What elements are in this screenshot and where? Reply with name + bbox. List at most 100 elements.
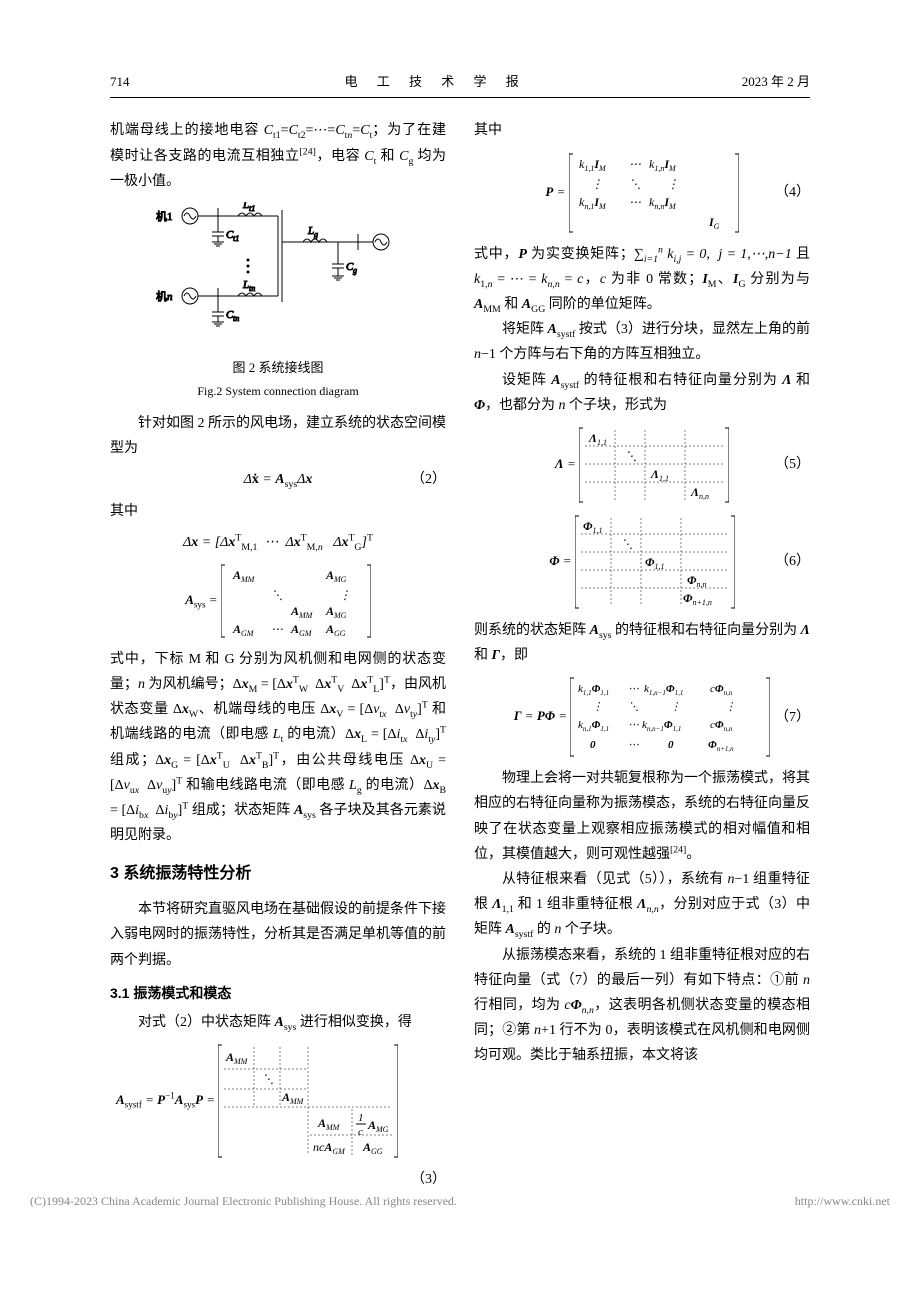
svg-text:tn: tn [233, 314, 239, 323]
section-3-title: 3 系统振荡特性分析 [110, 860, 446, 889]
equation-7: Γ = PΦ = k1,1Φ1,1 ⋯ k1,n−1Φ1,1 cΦn,n ⋮⋱⋮… [474, 674, 810, 760]
svg-text:⋮: ⋮ [667, 177, 679, 191]
svg-text:⋱: ⋱ [629, 177, 641, 191]
matrix-phi: Φ1,1 ⋱ Φ1,1 Φn,n Φn+1,n [575, 512, 735, 612]
page-number: 714 [110, 70, 130, 93]
eq3-number: （3） [110, 1167, 446, 1192]
subsection-3-1: 3.1 振荡模式和模态 [110, 981, 446, 1006]
svg-text:⋯: ⋯ [629, 195, 641, 209]
para-r2: 式中，P 为实变换矩阵；∑i=1n ki,j = 0, j = 1,⋯,n−1 … [474, 242, 810, 318]
matrix-p: k1,1IM ⋯ k1,nIM ⋮ ⋱ ⋮ kn,1IM ⋯ kn,nIM IG [569, 150, 739, 236]
para-r6: 物理上会将一对共轭复根称为一个振荡模式，将其相应的右特征向量称为振荡模态，系统的… [474, 766, 810, 867]
page-footer: (C)1994-2023 China Academic Journal Elec… [0, 1191, 920, 1213]
svg-text:AMG: AMG [325, 604, 347, 620]
para-5: 本节将研究直驱风电场在基础假设的前提条件下接入弱电网时的振荡特性，分析其是否满足… [110, 897, 446, 973]
svg-text:⋱: ⋱ [271, 588, 283, 602]
matrix-lambda: Λ1,1 ⋱ Λ1,1 Λn,n [579, 424, 729, 506]
svg-text:⋮: ⋮ [591, 177, 603, 191]
left-column: 机端母线上的接地电容 Ct1=Ct2=⋯=Ctn=Ct；为了在建模时让各支路的电… [110, 118, 446, 1192]
svg-text:0: 0 [590, 739, 596, 751]
header-date: 2023 年 2 月 [742, 70, 810, 93]
svg-text:⋱: ⋱ [628, 701, 639, 713]
svg-text:k1,nIM: k1,nIM [649, 157, 677, 173]
para-6: 对式（2）中状态矩阵 Asys 进行相似变换，得 [110, 1010, 446, 1035]
svg-text:Φn+1,n: Φn+1,n [708, 739, 734, 753]
svg-text:⋮: ⋮ [339, 588, 351, 602]
svg-text:⋯: ⋯ [628, 739, 639, 751]
matrix-gamma: k1,1Φ1,1 ⋯ k1,n−1Φ1,1 cΦn,n ⋮ ⋱ ⋮ ⋮ kn,1Φ1,… [570, 674, 770, 760]
svg-text:机n: 机n [156, 289, 173, 303]
journal-title: 电 工 技 术 学 报 [344, 70, 526, 93]
footer-url: http://www.cnki.net [795, 1191, 890, 1213]
equation-2: Δẋ = AsysΔx （2） [110, 467, 446, 492]
svg-text:AMM: AMM [232, 568, 256, 584]
svg-text:AMM: AMM [225, 1050, 249, 1066]
svg-text:IG: IG [708, 215, 720, 231]
svg-text:⋱: ⋱ [262, 1072, 274, 1086]
page: 714 电 工 技 术 学 报 2023 年 2 月 机端母线上的接地电容 Ct… [0, 0, 920, 1232]
equation-5: Λ = Λ1,1 ⋱ Λ1,1 Λn,n [474, 424, 810, 506]
two-column-layout: 机端母线上的接地电容 Ct1=Ct2=⋯=Ctn=Ct；为了在建模时让各支路的电… [110, 118, 810, 1192]
svg-text:cΦn,n: cΦn,n [710, 683, 733, 697]
svg-text:机1: 机1 [156, 209, 173, 223]
matrix-asys: AMM AMG ⋱ ⋮ AMM AMG AGM ⋯ AGM AGG [221, 561, 371, 641]
para-3: 其中 [110, 499, 446, 524]
svg-text:t1: t1 [233, 234, 239, 243]
svg-text:AGG: AGG [362, 1140, 383, 1156]
svg-text:⋯: ⋯ [629, 157, 641, 171]
para-r3: 将矩阵 Asystf 按式（3）进行分块，显然左上角的前 n−1 个方阵与右下角… [474, 317, 810, 367]
fig2-caption-cn: 图 2 系统接线图 [110, 356, 446, 379]
svg-text:AGM: AGM [290, 622, 313, 638]
svg-text:⋯: ⋯ [628, 683, 639, 695]
svg-text:kn,1IM: kn,1IM [579, 195, 607, 211]
svg-text:Φ1,1: Φ1,1 [583, 519, 602, 535]
svg-text:g: g [314, 230, 318, 239]
svg-text:Λ1,1: Λ1,1 [588, 431, 607, 447]
svg-text:tn: tn [249, 284, 255, 293]
svg-text:⋮: ⋮ [592, 701, 603, 713]
svg-text:AMM: AMM [290, 604, 314, 620]
circuit-diagram: 机1 Lt1 Ct1 [148, 202, 408, 352]
svg-text:cΦn,n: cΦn,n [710, 719, 733, 733]
para-r8: 从振荡模态来看，系统的 1 组非重特征根对应的右特征向量（式（7）的最后一列）有… [474, 943, 810, 1069]
svg-text:t1: t1 [249, 204, 255, 213]
page-header: 714 电 工 技 术 学 报 2023 年 2 月 [110, 70, 810, 98]
para-r4: 设矩阵 Asystf 的特征根和右特征向量分别为 Λ 和 Φ，也都分为 n 个子… [474, 368, 810, 418]
svg-text:AMG: AMG [325, 568, 347, 584]
svg-text:⋱: ⋱ [621, 537, 633, 551]
svg-text:⋯: ⋯ [628, 719, 639, 731]
svg-text:kn,nIM: kn,nIM [649, 195, 677, 211]
para-r1: 其中 [474, 118, 810, 143]
svg-text:AGM: AGM [232, 622, 255, 638]
fig2-caption-en: Fig.2 System connection diagram [110, 381, 446, 403]
figure-2: 机1 Lt1 Ct1 [110, 202, 446, 403]
svg-text:k1,n−1Φ1,1: k1,n−1Φ1,1 [644, 683, 683, 697]
svg-text:kn,1Φ1,1: kn,1Φ1,1 [578, 719, 609, 733]
svg-text:1: 1 [358, 1112, 364, 1124]
svg-text:kn,n−1Φ1,1: kn,n−1Φ1,1 [642, 719, 681, 733]
footer-copyright: (C)1994-2023 China Academic Journal Elec… [30, 1191, 457, 1213]
svg-text:⋱: ⋱ [625, 449, 637, 463]
svg-text:⋯: ⋯ [271, 622, 283, 636]
svg-text:⋮: ⋮ [670, 701, 681, 713]
svg-text:k1,1Φ1,1: k1,1Φ1,1 [578, 683, 609, 697]
equation-3: Asystf = P−1AsysP = AMM ⋱ [110, 1041, 446, 1161]
svg-text:0: 0 [668, 739, 674, 751]
svg-text:Φn+1,n: Φn+1,n [683, 591, 712, 607]
matrix-asystf: AMM ⋱ AMM AMM 1 c AMG ncAGM AGG [218, 1041, 398, 1161]
svg-text:AMM: AMM [281, 1090, 305, 1106]
para-2: 针对如图 2 所示的风电场，建立系统的状态空间模型为 [110, 411, 446, 461]
svg-text:AMG: AMG [367, 1118, 389, 1134]
para-r5: 则系统的状态矩阵 Asys 的特征根和右特征向量分别为 Λ 和 Γ，即 [474, 618, 810, 668]
svg-text:g: g [353, 266, 357, 275]
svg-text:AMM: AMM [317, 1116, 341, 1132]
svg-text:k1,1IM: k1,1IM [579, 157, 607, 173]
svg-text:Λn,n: Λn,n [690, 485, 709, 501]
equation-6: Φ = Φ1,1 ⋱ Φ1,1 Φn,n [474, 512, 810, 612]
equation-asys: Asys = AMM AMG ⋱ ⋮ AMM AMG AGM ⋯ [110, 561, 446, 641]
equation-4: P = k1,1IM ⋯ k1,nIM ⋮ ⋱ ⋮ kn,1IM ⋯ [474, 150, 810, 236]
para-r7: 从特征根来看（见式（5）），系统有 n−1 组重特征根 Λ1,1 和 1 组非重… [474, 867, 810, 943]
svg-text:Φn,n: Φn,n [687, 573, 706, 589]
svg-text:c: c [358, 1126, 363, 1138]
svg-text:⋮: ⋮ [725, 701, 736, 713]
